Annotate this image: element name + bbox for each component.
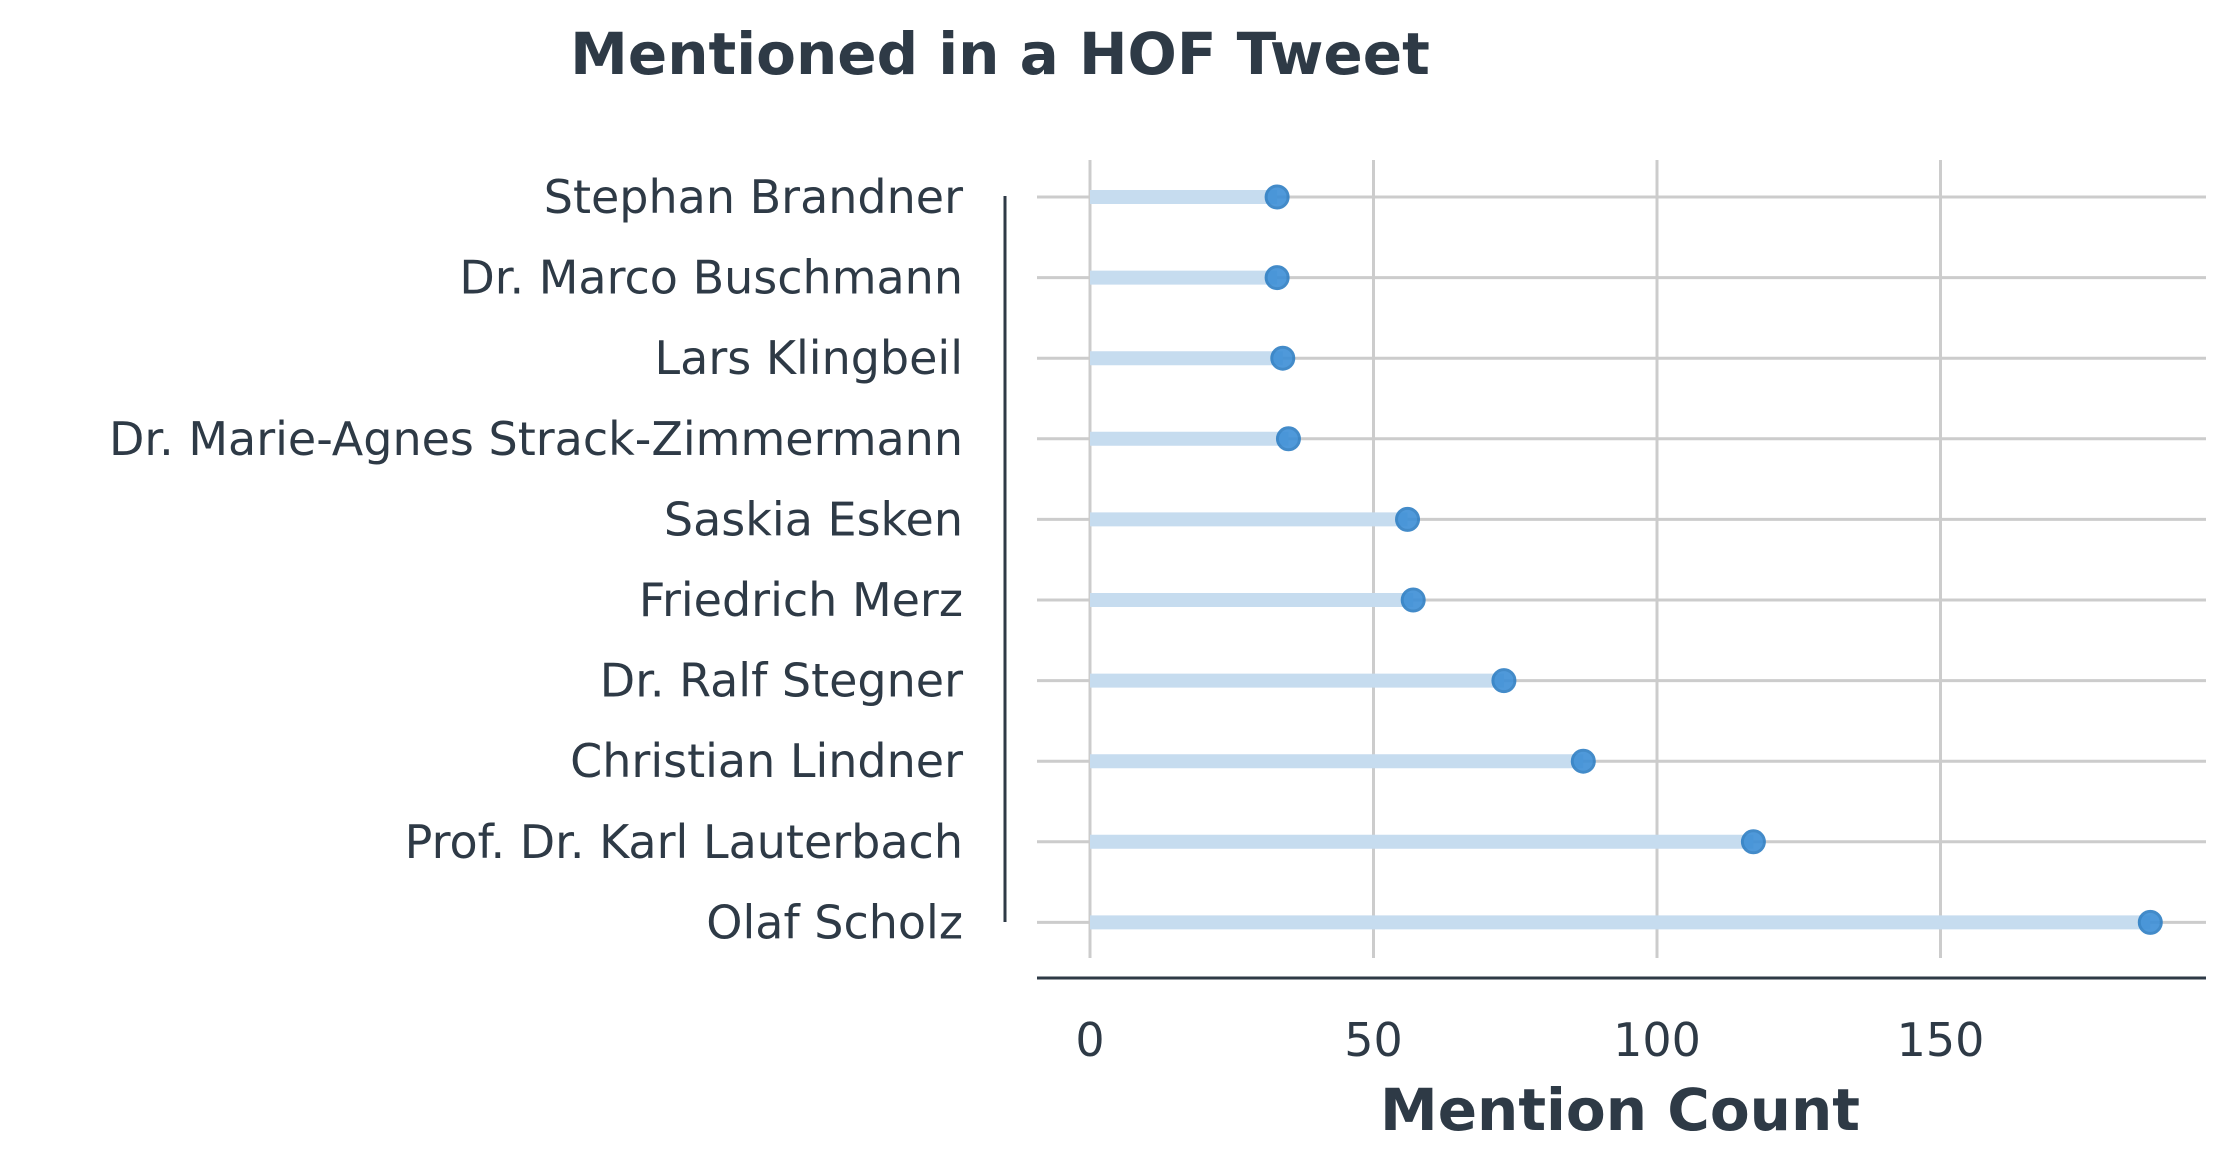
stem-layer	[1090, 190, 2151, 930]
lollipop-point	[1491, 668, 1517, 694]
category-label: Prof. Dr. Karl Lauterbach	[405, 815, 963, 869]
lollipop-point	[1264, 184, 1290, 210]
dot-layer	[1264, 184, 2163, 935]
category-label: Dr. Ralf Stegner	[600, 654, 963, 708]
category-label: Friedrich Merz	[639, 573, 963, 627]
category-label: Dr. Marco Buschmann	[459, 251, 963, 305]
chart-title: Mentioned in a HOF Tweet	[570, 20, 1430, 88]
lollipop-point	[1570, 748, 1596, 774]
lollipop-point	[1270, 345, 1296, 371]
x-tick-label: 50	[1344, 1013, 1403, 1067]
category-label: Saskia Esken	[664, 492, 963, 546]
category-label: Stephan Brandner	[544, 170, 963, 224]
lollipop-point	[1275, 426, 1301, 452]
x-tick-label: 150	[1897, 1013, 1985, 1067]
lollipop-point	[1400, 587, 1426, 613]
lollipop-point	[1740, 829, 1766, 855]
x-axis-title: Mention Count	[1380, 1076, 1860, 1144]
lollipop-point	[1264, 265, 1290, 291]
lollipop-point	[2137, 909, 2163, 935]
category-label: Olaf Scholz	[706, 895, 963, 949]
x-tick-label: 0	[1075, 1013, 1104, 1067]
x-tick-label: 100	[1613, 1013, 1701, 1067]
category-labels: Stephan Brandner Dr. Marco Buschmann Lars …	[109, 170, 963, 949]
category-label: Dr. Marie-Agnes Strack-Zimmermann	[109, 412, 963, 466]
category-label: Lars Klingbeil	[655, 331, 963, 385]
category-label: Christian Lindner	[570, 734, 963, 788]
lollipop-point	[1395, 506, 1421, 532]
x-tick-labels: 0 50 100 150	[1075, 1013, 1984, 1067]
